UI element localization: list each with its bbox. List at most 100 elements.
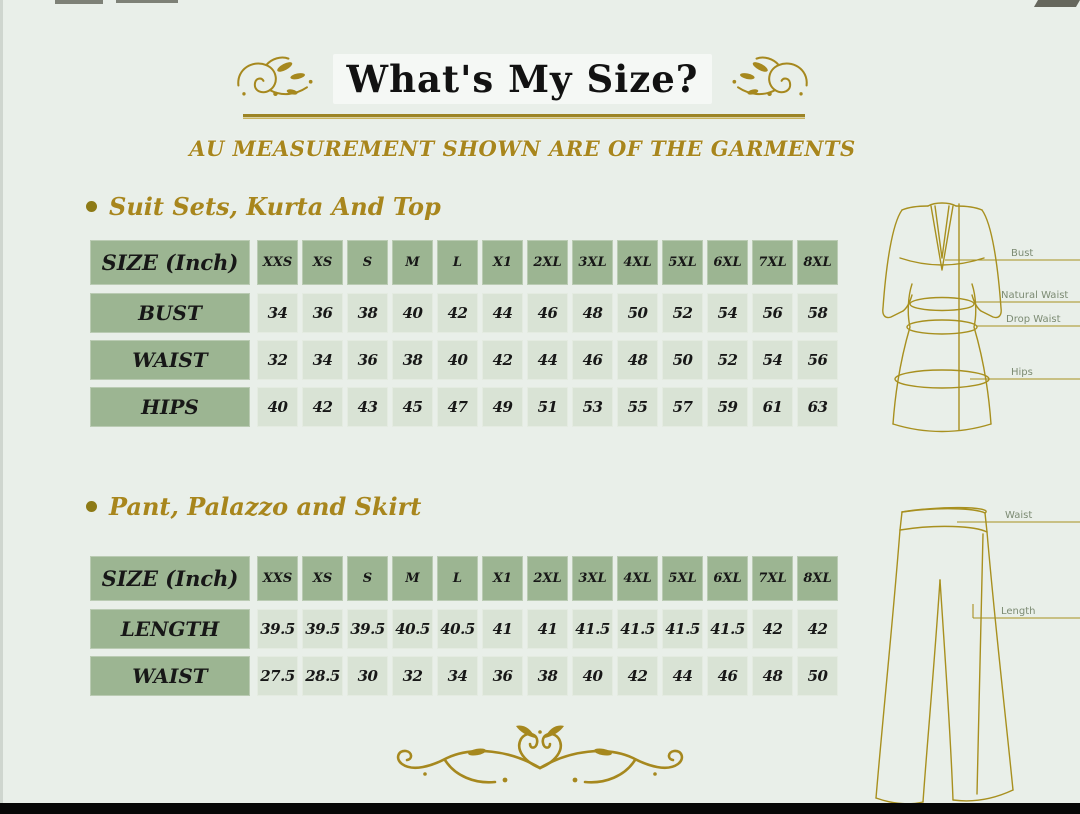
size-value-cell: 44 [662,656,703,696]
size-column-header: 2XL [527,240,568,285]
row-label-cell: WAIST [90,340,250,380]
size-value-cell: 42 [617,656,658,696]
diagram-label-waist: Waist [1005,510,1032,521]
table-row: HIPS 40 42 43 45 47 49 51 53 55 57 59 61 63 [90,387,842,427]
size-value-cell: 45 [392,387,433,427]
footer-flourish-icon [396,725,684,784]
subtitle: AU MEASUREMENT SHOWN ARE OF THE GARMENTS [189,136,856,161]
size-value-cell: 63 [797,387,838,427]
size-value-cell: 46 [572,340,613,380]
size-value-cell: 40 [572,656,613,696]
size-header-cell: SIZE (Inch) [90,240,250,285]
size-value-cell: 38 [527,656,568,696]
size-value-cell: 57 [662,387,703,427]
size-value-cell: 48 [752,656,793,696]
size-column-header: 8XL [797,556,838,601]
size-value-cell: 41.5 [572,609,613,649]
size-value-cell: 42 [482,340,523,380]
size-value-cell: 39.5 [302,609,343,649]
size-column-header: 6XL [707,240,748,285]
size-column-header: S [347,556,388,601]
size-value-cell: 56 [797,340,838,380]
row-label-cell: HIPS [90,387,250,427]
pant-size-table: SIZE (Inch) XXS XS S M L X1 2XL 3XL 4XL 5XL 6XL 7XL 8… [90,556,842,703]
size-column-header: 6XL [707,556,748,601]
size-value-cell: 36 [482,656,523,696]
size-value-cell: 32 [392,656,433,696]
size-value-cell: 48 [617,340,658,380]
row-label-cell: LENGTH [90,609,250,649]
table-row: WAIST 32 34 36 38 40 42 44 46 48 50 52 54 56 [90,340,842,380]
size-value-cell: 41.5 [617,609,658,649]
size-column-header: XS [302,556,343,601]
header: What's My Size? [0,50,1045,108]
size-value-cell: 38 [392,340,433,380]
size-column-header: X1 [482,556,523,601]
size-value-cell: 40 [437,340,478,380]
size-value-cell: 42 [302,387,343,427]
size-value-cell: 40 [392,293,433,333]
diagram-label-bust: Bust [1011,248,1033,259]
size-value-cell: 39.5 [257,609,298,649]
size-value-cell: 48 [572,293,613,333]
size-column-header: 4XL [617,240,658,285]
size-value-cell: 40 [257,387,298,427]
size-column-header: 8XL [797,240,838,285]
title-underline [243,114,805,119]
size-column-header: 5XL [662,240,703,285]
size-column-header: M [392,240,433,285]
size-value-cell: 52 [707,340,748,380]
size-column-header: 5XL [662,556,703,601]
size-value-cell: 53 [572,387,613,427]
diagram-label-length: Length [1001,606,1036,617]
size-value-cell: 50 [617,293,658,333]
diagram-label-hips: Hips [1011,367,1033,378]
size-value-cell: 49 [482,387,523,427]
section-heading-label: Pant, Palazzo and Skirt [109,492,422,521]
size-value-cell: 43 [347,387,388,427]
floral-ornament-left-icon [236,56,313,97]
size-value-cell: 56 [752,293,793,333]
size-column-header: 7XL [752,556,793,601]
table-row: BUST 34 36 38 40 42 44 46 48 50 52 54 56 58 [90,293,842,333]
size-value-cell: 40.5 [392,609,433,649]
size-value-cell: 34 [437,656,478,696]
table-header-row: SIZE (Inch) XXS XS S M L X1 2XL 3XL 4XL 5XL 6XL 7XL 8… [90,240,842,285]
floral-ornament-right-icon [732,56,809,97]
edge-artifact [55,0,103,4]
size-column-header: X1 [482,240,523,285]
bottom-border [0,803,1080,814]
size-column-header: XS [302,240,343,285]
size-column-header: 4XL [617,556,658,601]
size-column-header: L [437,556,478,601]
table-row: WAIST 27.5 28.5 30 32 34 36 38 40 42 44 46 48 50 [90,656,842,696]
table-header-row: SIZE (Inch) XXS XS S M L X1 2XL 3XL 4XL 5XL 6XL 7XL 8… [90,556,842,601]
size-value-cell: 50 [662,340,703,380]
size-column-header: M [392,556,433,601]
diagram-label-drop-waist: Drop Waist [1006,314,1061,325]
size-column-header: 3XL [572,240,613,285]
row-label-cell: WAIST [90,656,250,696]
size-value-cell: 32 [257,340,298,380]
size-value-cell: 61 [752,387,793,427]
section-heading-suits: Suit Sets, Kurta And Top [86,192,441,221]
size-column-header: XXS [257,556,298,601]
size-value-cell: 41 [527,609,568,649]
size-value-cell: 42 [752,609,793,649]
size-value-cell: 38 [347,293,388,333]
size-value-cell: 41.5 [662,609,703,649]
size-value-cell: 41 [482,609,523,649]
size-value-cell: 30 [347,656,388,696]
table-row: LENGTH 39.5 39.5 39.5 40.5 40.5 41 41 41.5 41.5 41… [90,609,842,649]
size-value-cell: 28.5 [302,656,343,696]
size-value-cell: 50 [797,656,838,696]
kurta-illustration: Bust Natural Waist Drop Waist Hips [882,202,1080,433]
size-value-cell: 44 [482,293,523,333]
diagram-label-natural-waist: Natural Waist [1001,290,1068,301]
size-value-cell: 41.5 [707,609,748,649]
size-value-cell: 27.5 [257,656,298,696]
size-value-cell: 59 [707,387,748,427]
section-heading-pants: Pant, Palazzo and Skirt [86,492,421,521]
size-value-cell: 54 [707,293,748,333]
